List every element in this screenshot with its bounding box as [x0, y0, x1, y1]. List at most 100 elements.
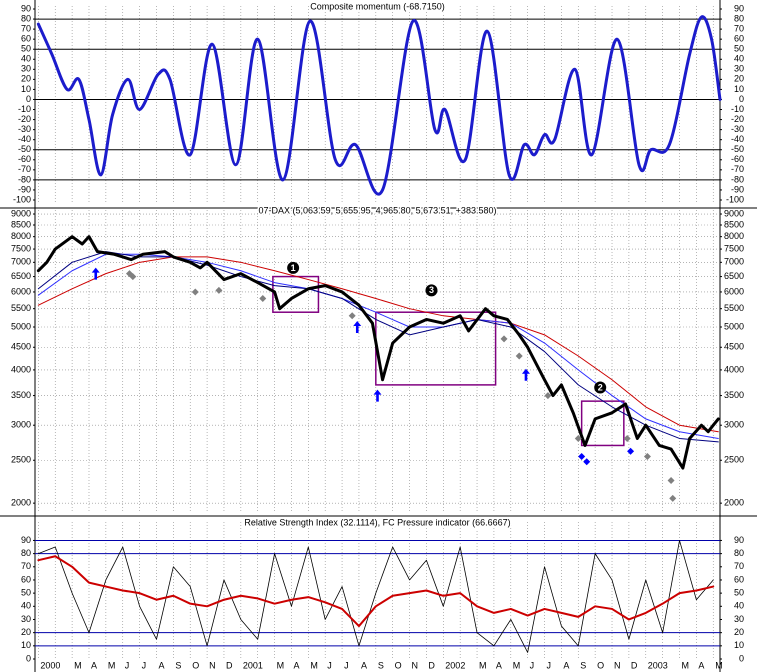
y-tick-label-right: 20 [734, 627, 744, 637]
y-tick-label: 4000 [11, 364, 31, 374]
x-tick-label: O [192, 660, 199, 670]
x-tick-label: O [395, 660, 402, 670]
y-tick-label: 50 [21, 44, 31, 54]
y-tick-label: 0 [26, 653, 31, 663]
signal-diamond [583, 458, 591, 466]
y-tick-label-right: 40 [734, 601, 744, 611]
y-tick-label: 20 [21, 74, 31, 84]
y-tick-label-right: 4500 [724, 342, 744, 352]
y-tick-label-right: 70 [734, 561, 744, 571]
y-tick-label-right: 4000 [724, 364, 744, 374]
x-tick-label: A [496, 660, 502, 670]
x-tick-label: J [344, 660, 349, 670]
annotation-marker [594, 381, 607, 394]
x-tick-label: A [698, 660, 704, 670]
y-tick-label: 80 [21, 548, 31, 558]
y-tick-label-right: 80 [734, 13, 744, 23]
series-line [36, 235, 720, 470]
y-tick-label: -30 [18, 124, 31, 134]
y-tick-label-right: 8000 [724, 231, 744, 241]
y-tick-label-right: 7500 [724, 243, 744, 253]
y-tick-label: 80 [21, 13, 31, 23]
y-tick-label-right: 6500 [724, 271, 744, 281]
y-tick-label-right: 3500 [724, 390, 744, 400]
y-tick-label: 60 [21, 574, 31, 584]
y-tick-label-right: 90 [734, 3, 744, 13]
y-tick-label: 7000 [11, 257, 31, 267]
x-tick-label: N [209, 660, 216, 670]
y-tick-label: 10 [21, 84, 31, 94]
x-tick-label: N [412, 660, 419, 670]
signal-diamond [574, 434, 582, 442]
y-tick-label-right: -70 [731, 164, 744, 174]
x-tick-label: A [563, 660, 569, 670]
y-tick-label: -40 [18, 134, 31, 144]
y-tick-label: -80 [18, 174, 31, 184]
x-tick-label: A [91, 660, 97, 670]
signal-diamond [129, 273, 137, 281]
x-tick-label: 2000 [40, 660, 60, 670]
y-tick-label: 70 [21, 23, 31, 33]
panel-title: Composite momentum (-68.7150) [310, 1, 445, 11]
y-tick-label: 70 [21, 561, 31, 571]
x-tick-label: 2001 [243, 660, 263, 670]
x-tick-label: M [277, 660, 285, 670]
y-tick-label: 30 [21, 614, 31, 624]
y-tick-label-right: 2000 [724, 498, 744, 508]
y-tick-label: 6500 [11, 271, 31, 281]
signal-diamond [669, 494, 677, 502]
x-tick-label: O [597, 660, 604, 670]
y-tick-label-right: 3000 [724, 420, 744, 430]
y-tick-label: 90 [21, 535, 31, 545]
annotation-marker [425, 284, 438, 297]
y-tick-label-right: 2500 [724, 455, 744, 465]
annotation-label: 3 [429, 285, 434, 295]
signal-diamond [623, 434, 631, 442]
y-tick-label-right: 20 [734, 74, 744, 84]
series-line [36, 15, 722, 196]
y-tick-label: 5000 [11, 321, 31, 331]
y-tick-label-right: 40 [734, 54, 744, 64]
x-tick-label: M [74, 660, 82, 670]
annotation-label: 1 [291, 263, 296, 273]
series-line [37, 540, 714, 653]
x-tick-label: J [142, 660, 147, 670]
y-tick-label-right: 60 [734, 34, 744, 44]
y-tick-label-right: -30 [731, 124, 744, 134]
y-tick-label: 90 [21, 3, 31, 13]
y-tick-label-right: 9000 [724, 208, 744, 218]
y-tick-label: 4500 [11, 342, 31, 352]
signal-diamond [348, 312, 356, 320]
y-tick-label: 30 [21, 64, 31, 74]
x-tick-label: D [226, 660, 233, 670]
y-tick-label-right: -40 [731, 134, 744, 144]
signal-diamond [667, 477, 675, 485]
y-tick-label-right: -80 [731, 174, 744, 184]
x-tick-label: J [547, 660, 552, 670]
x-tick-label: A [361, 660, 367, 670]
signal-arrow [353, 321, 362, 334]
y-tick-label-right: -100 [726, 194, 744, 204]
x-tick-label: M [310, 660, 318, 670]
signal-arrow [91, 267, 100, 280]
y-tick-label: -100 [13, 194, 31, 204]
y-tick-label: -70 [18, 164, 31, 174]
panel-title: 07-DAX (5,063.59, 5,655.95, 4,965.80, 5,… [259, 205, 497, 215]
y-tick-label: 8500 [11, 219, 31, 229]
signal-diamond [627, 447, 635, 455]
signal-diamond [643, 452, 651, 460]
y-tick-label: 7500 [11, 243, 31, 253]
signal-diamond [544, 392, 552, 400]
x-tick-label: S [580, 660, 586, 670]
signal-diamond [578, 452, 586, 460]
y-tick-label: 0 [26, 94, 31, 104]
y-tick-label-right: 80 [734, 548, 744, 558]
y-tick-label-right: 30 [734, 614, 744, 624]
y-tick-label-right: 70 [734, 23, 744, 33]
y-tick-label: 40 [21, 54, 31, 64]
y-tick-label: -60 [18, 154, 31, 164]
y-tick-label: -50 [18, 144, 31, 154]
x-tick-label: D [428, 660, 435, 670]
y-tick-label: 2000 [11, 498, 31, 508]
y-tick-label-right: 10 [734, 640, 744, 650]
